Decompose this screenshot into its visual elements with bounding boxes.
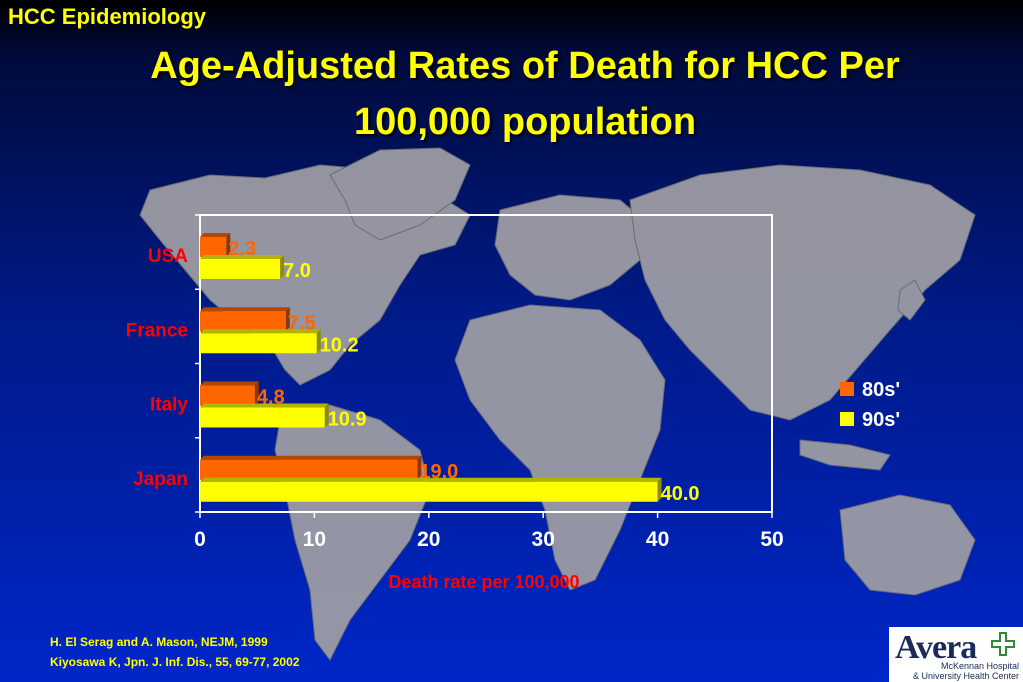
- data-label: 19.0: [419, 461, 458, 483]
- data-label: 40.0: [661, 483, 700, 505]
- x-tick-label: 40: [646, 528, 669, 551]
- x-axis-label: Death rate per 100,000: [388, 572, 579, 592]
- bar: [200, 407, 325, 428]
- japan-shape: [897, 279, 926, 321]
- x-tick-label: 10: [303, 528, 326, 551]
- bar-side-face: [285, 307, 290, 332]
- bar: [200, 385, 255, 406]
- bar-side-face: [324, 403, 329, 428]
- category-label: France: [126, 320, 188, 341]
- bar: [200, 459, 418, 480]
- bar-top-face: [200, 477, 662, 482]
- bar-top-face: [200, 233, 231, 237]
- africa-shape: [454, 304, 666, 591]
- section-label: HCC Epidemiology: [8, 4, 207, 29]
- bar-top-face: [200, 307, 290, 312]
- bar: [200, 311, 286, 332]
- references: H. El Serag and A. Mason, NEJM, 1999 Kiy…: [50, 632, 299, 672]
- bar-side-face: [316, 329, 321, 354]
- category-label: Italy: [150, 395, 188, 416]
- reference-1: H. El Serag and A. Mason, NEJM, 1999: [50, 635, 268, 649]
- title-line-2: 100,000 population: [353, 101, 697, 143]
- x-tick-label: 20: [417, 528, 440, 551]
- bar-side-face: [226, 233, 231, 257]
- europe-shape: [494, 194, 651, 301]
- reference-2: Kiyosawa K, Jpn. J. Inf. Dis., 55, 69-77…: [50, 655, 300, 669]
- logo-subtitle-line-2: & University Health Center: [912, 671, 1019, 681]
- legend-label: 90s': [862, 409, 900, 431]
- data-label: 2.3: [228, 238, 256, 260]
- greenland-shape: [329, 147, 471, 241]
- bar-top-face: [200, 403, 329, 408]
- x-tick-label: 50: [760, 528, 783, 551]
- bar-side-face: [417, 455, 422, 480]
- logo-subtitle-line-1: McKennan Hospital: [940, 661, 1019, 671]
- title-line-1: Age-Adjusted Rates of Death for HCC Per: [150, 45, 900, 87]
- bar: [200, 333, 317, 354]
- legend-label: 80s': [862, 379, 900, 401]
- bar-top-face: [200, 329, 321, 334]
- bar-top-face: [200, 455, 422, 460]
- bar: [200, 237, 227, 257]
- bar: [200, 481, 658, 502]
- data-label: 7.0: [283, 260, 311, 282]
- indonesia-shape: [799, 439, 891, 471]
- bar-side-face: [657, 477, 662, 502]
- bar: [200, 259, 281, 279]
- data-label: 4.8: [257, 387, 285, 409]
- logo-wordmark: Avera: [895, 629, 977, 666]
- bar-side-face: [280, 255, 285, 279]
- australia-shape: [839, 494, 976, 596]
- x-tick-label: 0: [194, 528, 206, 551]
- bar-top-face: [200, 255, 285, 259]
- avera-logo: Avera McKennan Hospital & University Hea…: [889, 627, 1023, 682]
- data-label: 10.9: [328, 409, 367, 431]
- bar-top-face: [200, 381, 259, 386]
- legend-swatch: [840, 382, 854, 396]
- slide-title: Age-Adjusted Rates of Death for HCC Per …: [0, 38, 1023, 150]
- x-tick-label: 30: [532, 528, 555, 551]
- asia-shape: [629, 164, 976, 421]
- legend-swatch: [840, 412, 854, 426]
- bar-side-face: [254, 381, 259, 406]
- data-label: 7.5: [288, 312, 316, 334]
- cross-icon: [991, 632, 1015, 656]
- category-label: USA: [148, 246, 188, 267]
- logo-subtitle: McKennan Hospital & University Health Ce…: [913, 661, 1019, 681]
- data-label: 10.2: [320, 334, 359, 356]
- category-label: Japan: [133, 469, 188, 490]
